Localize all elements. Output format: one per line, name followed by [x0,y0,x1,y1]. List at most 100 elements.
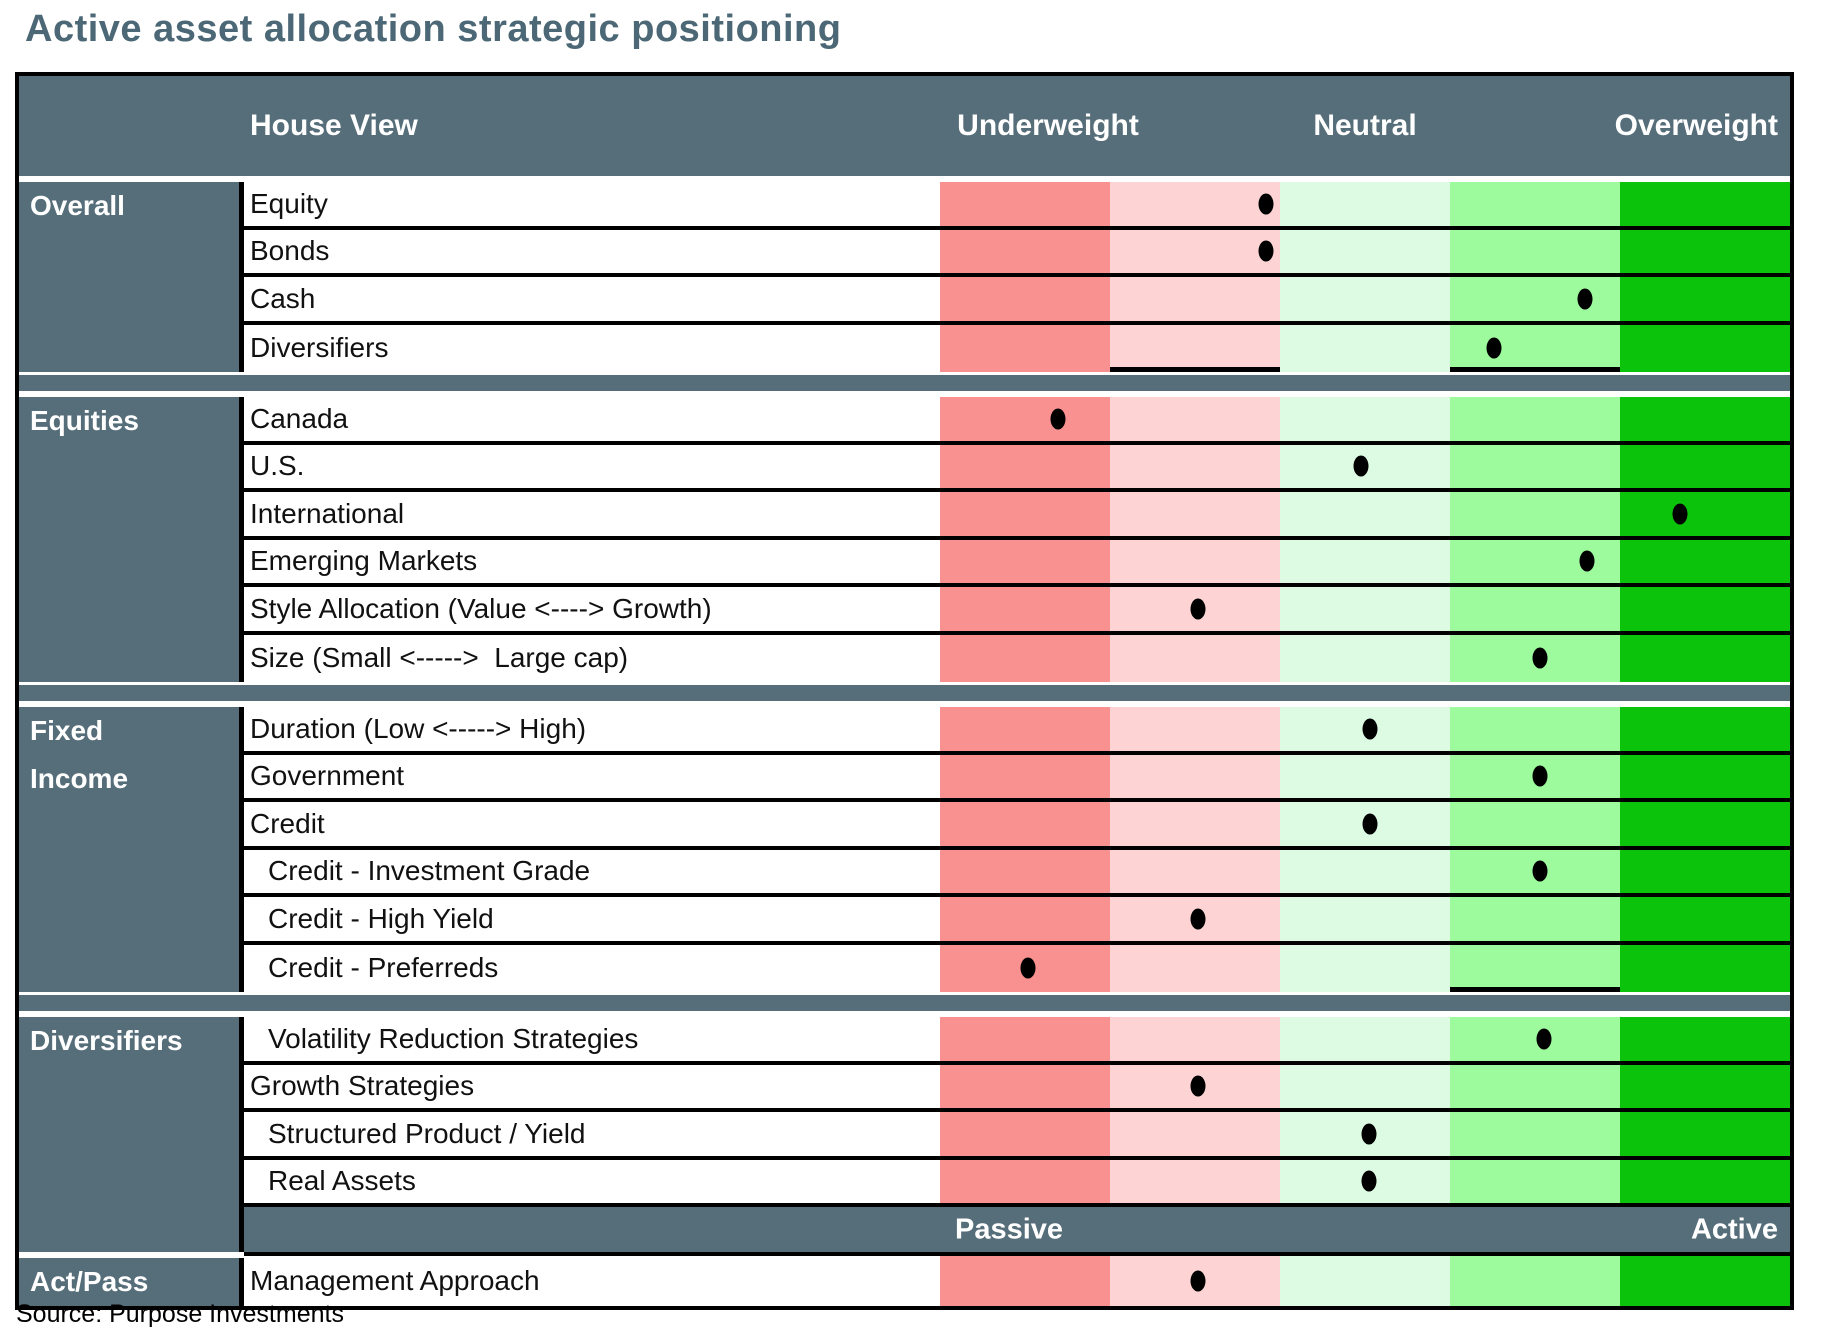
row-label: Duration (Low <-----> High) [250,712,587,744]
band-cell-4 [1620,897,1790,941]
table-row: Emerging Markets [244,539,1790,587]
band-cell-4 [1620,492,1790,536]
row-label: Diversifiers [250,332,389,364]
band-cell-3 [1450,897,1620,941]
allocation-table: House View Underweight Neutral Overweigh… [15,72,1794,1310]
table-row: Volatility Reduction Strategies [244,1017,1790,1065]
row-label: Credit - High Yield [268,902,494,934]
band-cell-3 [1450,324,1620,372]
band-cell-0 [940,492,1110,536]
position-dot [1258,193,1274,215]
section-header-line: Overall [30,190,125,221]
band-cell-1 [1110,182,1280,226]
band-cell-1 [1110,229,1280,273]
row-label: Bonds [250,235,330,267]
scale-bands [940,444,1790,488]
section-diversifiers: Diversifiers Volatility Reduction Strateg… [19,1017,1790,1252]
band-cell-1 [1110,492,1280,536]
band-cell-2 [1280,634,1450,682]
header-gap [19,176,1790,182]
position-dot [1579,550,1595,572]
row-label: Credit [250,807,325,839]
scale-bands [940,492,1790,536]
band-cell-4 [1620,539,1790,583]
table-row: Size (Small <-----> Large cap) [244,634,1790,682]
band-cell-2 [1280,277,1450,321]
section-rows: Volatility Reduction Strategies Growth St… [244,1017,1790,1252]
band-cell-4 [1620,707,1790,751]
position-dot [1190,908,1206,930]
position-dot [1362,718,1378,740]
band-cell-3 [1450,229,1620,273]
band-cell-1 [1110,754,1280,798]
scale-bands [940,1064,1790,1108]
row-label: Credit - Investment Grade [268,855,591,887]
band-cell-2 [1280,1256,1450,1306]
scale-bands [940,229,1790,273]
position-dot [1258,240,1274,262]
section-header: Diversifiers [19,1017,244,1252]
band-cell-4 [1620,944,1790,992]
band-cell-2 [1280,492,1450,536]
band-cell-4 [1620,324,1790,372]
row-label: Structured Product / Yield [268,1117,586,1149]
row-label: Emerging Markets [250,545,478,577]
band-cell-2 [1280,587,1450,631]
section-header-line: Act/Pass [30,1266,149,1297]
band-cell-3 [1450,1159,1620,1203]
table-header: House View Underweight Neutral Overweigh… [19,76,1790,176]
header-overweight: Overweight [1614,109,1778,142]
section-separator-bar [19,995,1790,1011]
table-row: International [244,492,1790,540]
table-row: Canada [244,397,1790,445]
band-cell-2 [1280,229,1450,273]
section-header-line: Fixed [30,715,104,746]
band-cell-2 [1280,397,1450,441]
table-row: Real Assets [244,1159,1790,1207]
table-row: Bonds [244,229,1790,277]
position-dot [1353,455,1369,477]
section-separator [19,685,1790,707]
position-dot [1362,813,1378,835]
band-underline [1450,987,1620,992]
band-cell-3 [1450,587,1620,631]
band-cell-3 [1450,707,1620,751]
scale-bands [940,1256,1790,1306]
band-cell-0 [940,1017,1110,1061]
band-cell-0 [940,754,1110,798]
section-rows: Canada U.S. International Emerging Markets S… [244,397,1790,682]
band-underline [1110,367,1280,372]
band-cell-0 [940,1159,1110,1203]
passive-active-bar: Passive Active [244,1207,1790,1252]
table-row: Credit [244,802,1790,850]
band-cell-1 [1110,444,1280,488]
band-cell-3 [1450,944,1620,992]
band-cell-2 [1280,754,1450,798]
band-cell-0 [940,1112,1110,1156]
scale-bands [940,802,1790,846]
band-cell-2 [1280,1064,1450,1108]
band-cell-4 [1620,802,1790,846]
scale-bands [940,1112,1790,1156]
row-label: Real Assets [268,1165,416,1197]
position-dot [1532,860,1548,882]
band-cell-1 [1110,944,1280,992]
band-cell-3 [1450,444,1620,488]
band-cell-1 [1110,277,1280,321]
row-label: Credit - Preferreds [268,952,499,984]
band-cell-0 [940,277,1110,321]
band-cell-0 [940,324,1110,372]
active-label: Active [1690,1213,1778,1245]
table-row: Equity [244,182,1790,230]
row-label: Style Allocation (Value <----> Growth) [250,592,712,624]
band-cell-0 [940,634,1110,682]
band-cell-3 [1450,1112,1620,1156]
band-cell-3 [1450,1064,1620,1108]
section-header: Fixed Income [19,707,244,992]
band-cell-4 [1620,754,1790,798]
position-dot [1361,1170,1377,1192]
band-cell-4 [1620,182,1790,226]
table-row: U.S. [244,444,1790,492]
table-row: Diversifiers [244,324,1790,372]
section-rows: Equity Bonds Cash Diversifiers [244,182,1790,372]
